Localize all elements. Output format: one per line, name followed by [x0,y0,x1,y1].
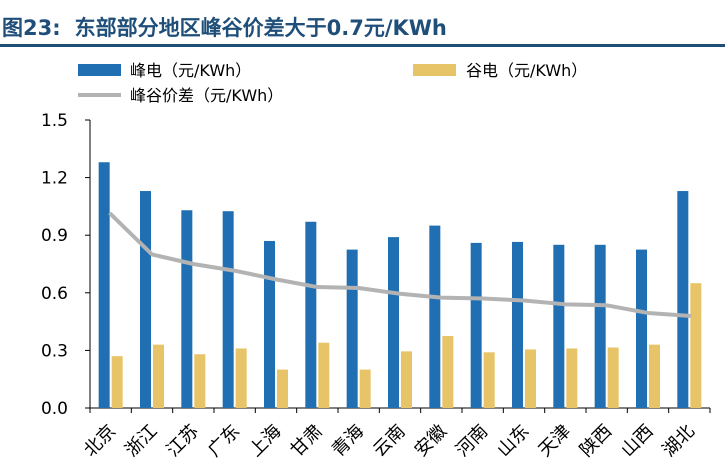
line-point-spread [275,278,277,280]
bar-peak [470,242,482,408]
bar-peak [512,241,523,408]
chart-legend: 峰电（元/KWh） 谷电（元/KWh） 峰谷价差（元/KWh） [78,61,587,105]
bar-peak [594,244,606,408]
bar-valley [318,342,330,408]
bar-peak [677,191,689,408]
bar-valley [277,369,288,408]
bar-valley [401,351,412,408]
bar-peak [140,191,151,408]
bar-valley [566,348,578,408]
line-point-spread [482,298,484,300]
legend-label-spread: 峰谷价差（元/KWh） [130,86,283,105]
bar-valley [235,348,247,408]
figure-title-text: 东部部分地区峰谷价差大于0.7元/KWh [74,16,447,40]
x-category-label: 青海 [328,421,368,461]
line-point-spread [647,312,649,314]
y-tick-label: 0.6 [41,284,68,304]
x-category-label: 广东 [204,421,244,461]
line-point-spread [358,287,360,289]
bar-peak [553,244,565,408]
line-point-spread [606,304,608,306]
line-point-spread [234,270,236,272]
x-category-label: 天津 [535,421,575,461]
x-category-label: 浙江 [121,421,161,461]
x-category-label: 江苏 [163,421,203,461]
chart-line-layer [108,212,692,318]
bar-valley [483,352,495,408]
bar-valley [111,356,123,408]
line-point-spread [688,315,690,317]
x-category-label: 河南 [452,421,492,461]
legend-label-peak: 峰电（元/KWh） [130,61,251,80]
bar-peak [222,211,234,408]
line-point-spread [440,297,442,299]
y-tick-label: 0.9 [41,226,68,246]
y-tick-label: 0.0 [41,399,68,419]
bar-peak [181,210,193,408]
bar-valley [690,283,702,408]
x-category-label: 北京 [80,421,120,461]
x-category-label: 安徽 [411,421,451,461]
bar-peak [346,249,358,408]
y-tick-label: 1.5 [41,111,68,131]
figure-title: 图23: 东部部分地区峰谷价差大于0.7元/KWh [2,12,447,42]
bar-peak [636,249,647,408]
bar-valley [607,347,619,408]
line-point-spread [316,286,318,288]
title-rule [0,44,725,47]
bar-peak [388,237,399,408]
line-point-spread [399,293,401,295]
line-point-spread [192,263,194,265]
legend-swatch-peak [78,64,121,76]
line-point-spread [523,299,525,301]
x-category-label: 甘肃 [287,421,327,461]
legend-label-valley: 谷电（元/KWh） [466,61,587,80]
chart-axes [85,119,711,413]
bar-valley [442,336,454,408]
y-tick-labels: 1.5 1.2 0.9 0.6 0.3 0.0 [41,111,68,419]
bar-valley [525,349,536,408]
line-point-spread [110,213,112,215]
bar-valley [649,344,660,408]
x-category-label: 云南 [369,421,409,461]
x-category-label: 上海 [245,421,285,461]
line-point-spread [564,303,566,305]
bar-valley [194,354,206,408]
bar-peak [429,225,441,408]
y-tick-label: 1.2 [41,169,68,189]
bar-peak [98,162,110,408]
x-category-label: 陕西 [576,421,616,461]
bar-valley [359,369,371,408]
bar-peak [305,221,317,408]
chart-bars [98,162,702,408]
x-tick-labels: 北京 浙江 江苏 广东 上海 甘肃 青海 云南 安徽 河南 山东 天津 陕西 山西 湖北 [80,421,699,461]
figure-label: 图23: [2,16,61,40]
x-category-label: 湖北 [659,421,699,461]
bar-valley [153,344,164,408]
x-category-label: 山西 [617,421,657,461]
x-category-label: 山东 [493,421,533,461]
line-point-spread [151,253,153,255]
bar-peak [264,240,275,408]
legend-swatch-valley [413,64,456,76]
y-tick-label: 0.3 [41,341,68,361]
